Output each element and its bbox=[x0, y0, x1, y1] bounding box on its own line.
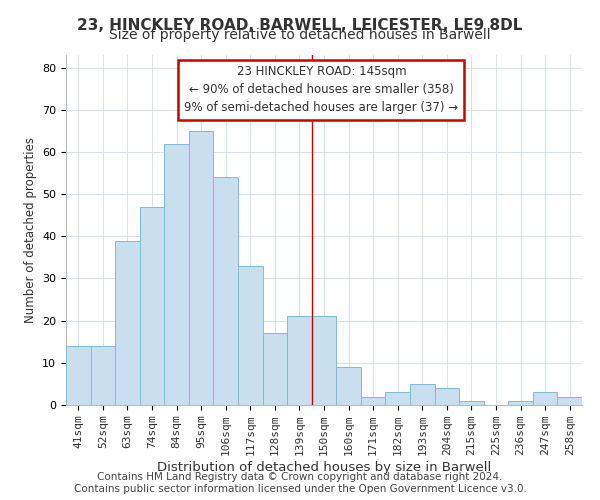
Bar bbox=[312, 316, 336, 405]
Bar bbox=[410, 384, 434, 405]
Bar bbox=[361, 396, 385, 405]
Bar bbox=[238, 266, 263, 405]
Bar bbox=[140, 207, 164, 405]
Bar bbox=[91, 346, 115, 405]
Bar bbox=[115, 240, 140, 405]
Text: 23 HINCKLEY ROAD: 145sqm
← 90% of detached houses are smaller (358)
9% of semi-d: 23 HINCKLEY ROAD: 145sqm ← 90% of detach… bbox=[184, 66, 458, 114]
Bar bbox=[336, 367, 361, 405]
Bar bbox=[214, 178, 238, 405]
X-axis label: Distribution of detached houses by size in Barwell: Distribution of detached houses by size … bbox=[157, 461, 491, 474]
Bar bbox=[164, 144, 189, 405]
Bar bbox=[557, 396, 582, 405]
Text: 23, HINCKLEY ROAD, BARWELL, LEICESTER, LE9 8DL: 23, HINCKLEY ROAD, BARWELL, LEICESTER, L… bbox=[77, 18, 523, 32]
Bar bbox=[263, 334, 287, 405]
Bar bbox=[508, 401, 533, 405]
Bar bbox=[189, 131, 214, 405]
Bar bbox=[434, 388, 459, 405]
Bar bbox=[459, 401, 484, 405]
Text: Size of property relative to detached houses in Barwell: Size of property relative to detached ho… bbox=[109, 28, 491, 42]
Y-axis label: Number of detached properties: Number of detached properties bbox=[23, 137, 37, 323]
Text: Contains HM Land Registry data © Crown copyright and database right 2024.
Contai: Contains HM Land Registry data © Crown c… bbox=[74, 472, 526, 494]
Bar bbox=[533, 392, 557, 405]
Bar bbox=[66, 346, 91, 405]
Bar bbox=[287, 316, 312, 405]
Bar bbox=[385, 392, 410, 405]
